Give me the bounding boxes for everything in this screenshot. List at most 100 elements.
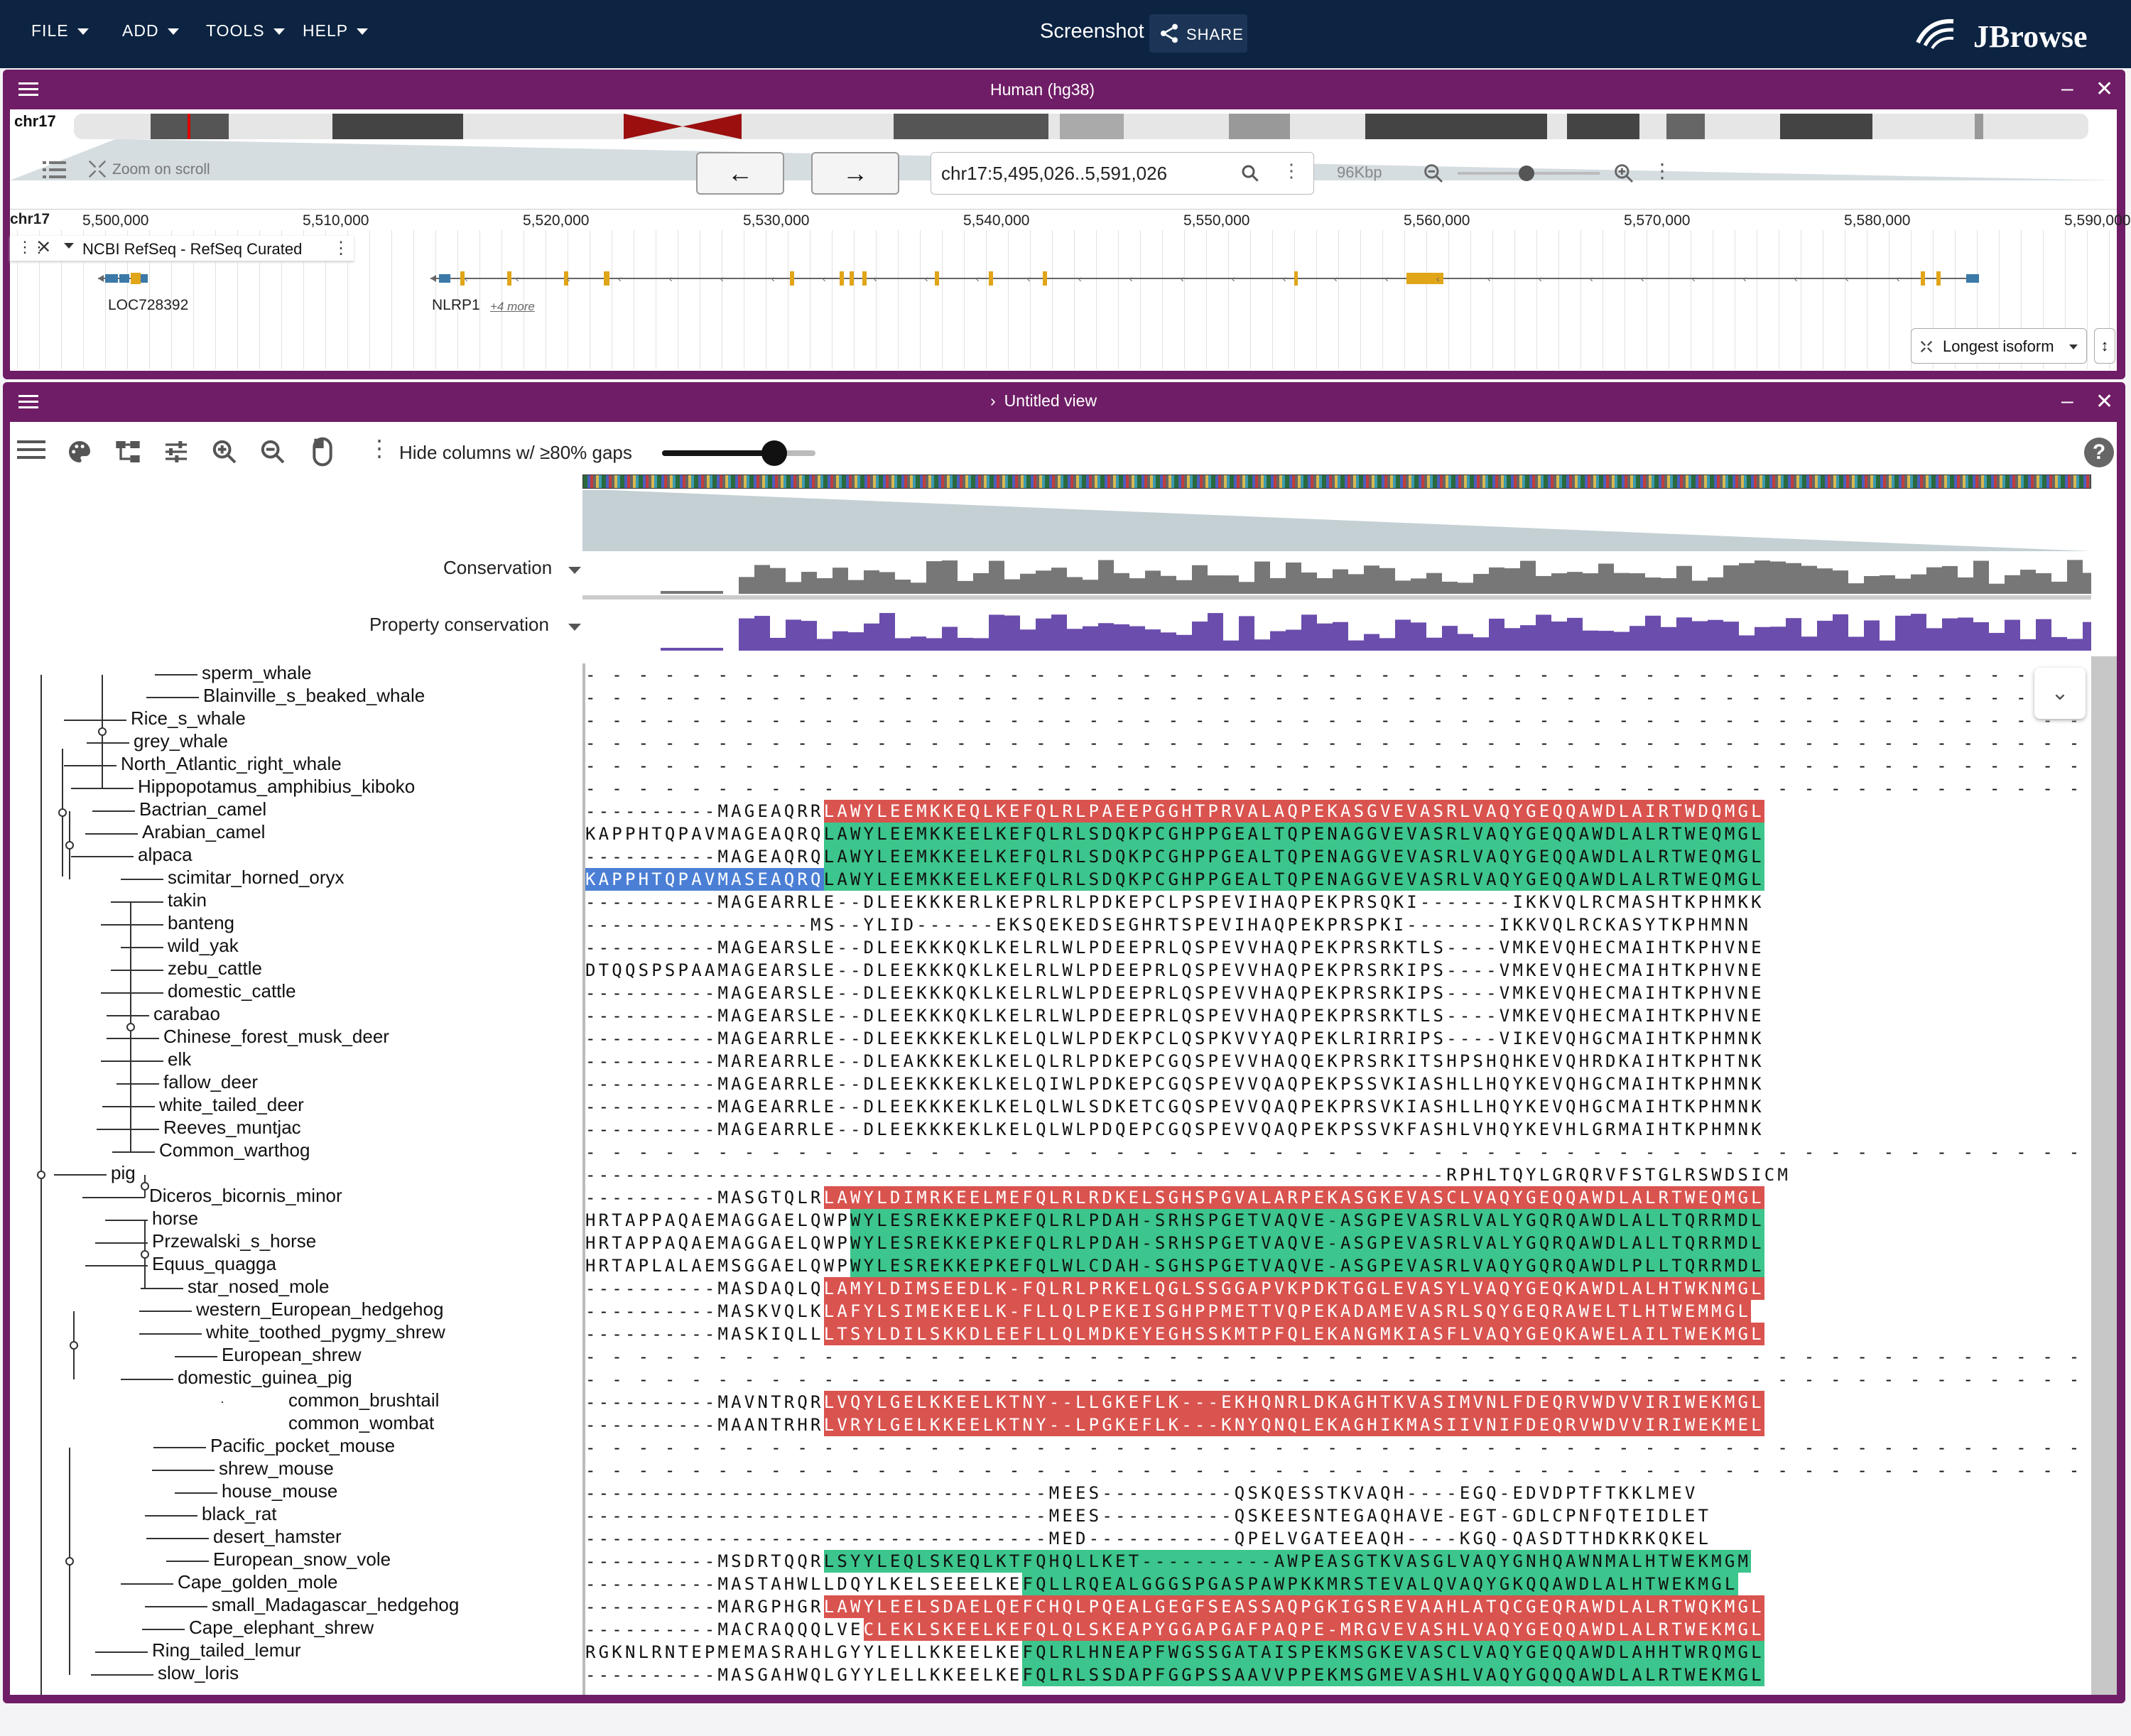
species-label[interactable]: carabao — [153, 1003, 220, 1024]
species-label[interactable]: grey_whale — [134, 730, 228, 752]
gene-track[interactable]: ‹ ‹ ‹ ‹ ‹ ‹ ‹ ‹ ‹ ‹ ‹ ‹ ‹ ‹ ‹ ‹ ‹ ‹ ‹ ‹ ‹ ‹ ‹ ‹ ‹ ‹ ‹ ‹ ‹ — [10, 266, 2117, 294]
vertical-scrollbar[interactable] — [2091, 656, 2117, 1695]
alignment-row[interactable]: ----------MAGEARRLE--DLEEKKKEKLKELQIWLPD… — [585, 1073, 1764, 1095]
alignment-row[interactable]: - - - - - - - - - - - - - - - - - - - - … — [585, 1436, 2091, 1459]
species-label[interactable]: banteng — [168, 912, 234, 933]
scroll-down-button[interactable]: ⌄ — [2034, 668, 2086, 719]
zoom-out-icon[interactable] — [1422, 162, 1445, 185]
close-icon[interactable]: ✕ — [2095, 77, 2114, 101]
tree-node[interactable] — [141, 1182, 149, 1190]
location-search-box[interactable]: chr17:5,495,026..5,591,026 ⋮ — [931, 152, 1314, 195]
alignment-row[interactable]: -----------------------------------MEES-… — [585, 1504, 1711, 1527]
alignment-row[interactable]: ----------MAREARRLE--DLEAKKKEKLKELQLRLPD… — [585, 1050, 1764, 1073]
alignment-row[interactable]: - - - - - - - - - - - - - - - - - - - - … — [585, 663, 2091, 686]
alignment-row[interactable]: -----------------------------------MEES-… — [585, 1482, 1698, 1504]
gap-threshold-slider-thumb[interactable] — [761, 440, 787, 466]
drag-handle-icon[interactable]: ⋮⋮ — [17, 238, 47, 256]
more-vert-icon[interactable]: ⋮ — [368, 435, 391, 461]
tools-menu[interactable]: TOOLS — [206, 21, 285, 40]
tree-node[interactable] — [65, 1557, 74, 1566]
species-label[interactable]: takin — [168, 889, 207, 911]
zoom-slider-thumb[interactable] — [1519, 166, 1534, 181]
gene-NLRP1[interactable]: ‹ ‹ ‹ ‹ ‹ ‹ ‹ ‹ ‹ ‹ ‹ ‹ ‹ ‹ ‹ ‹ ‹ ‹ ‹ ‹ ‹ ‹ ‹ ‹ ‹ ‹ ‹ ‹ ‹ — [430, 271, 1979, 286]
species-label[interactable]: alpaca — [138, 844, 193, 865]
tree-node[interactable] — [126, 1023, 135, 1031]
species-label[interactable]: zebu_cattle — [168, 957, 262, 979]
alignment-row[interactable]: - - - - - - - - - - - - - - - - - - - - … — [585, 1368, 2091, 1391]
tree-node[interactable] — [58, 808, 67, 817]
alignment-row[interactable]: KAPPHTQPAVMAGEAQRQLAWYLEEMKKEELKEFQLRLSD… — [585, 823, 1764, 845]
alignment-row[interactable]: ----------MSDRTQQRLSYYLEQLSKEQLKTFQHQLLK… — [585, 1550, 1752, 1573]
mouse-icon[interactable] — [308, 436, 337, 467]
zoom-out-icon[interactable] — [259, 438, 287, 466]
add-menu[interactable]: ADD — [122, 21, 179, 40]
species-label[interactable]: Przewalski_s_horse — [152, 1230, 317, 1252]
msa-menu-icon[interactable] — [17, 440, 45, 462]
species-label[interactable]: Diceros_bicornis_minor — [149, 1185, 342, 1206]
close-track-icon[interactable]: ✕ — [37, 238, 52, 257]
more-vert-icon[interactable]: ⋮ — [1282, 160, 1301, 181]
alignment-row[interactable]: ----------MAGEAQRQLAWYLEEMKKEELKEFQLRLSD… — [585, 845, 1764, 868]
alignment-row[interactable]: ----------MASTAHWLLDQYLKELSEEELKEFQLLRQE… — [585, 1573, 1738, 1595]
species-label[interactable]: Ring_tailed_lemur — [152, 1639, 301, 1661]
alignment-row[interactable]: KAPPHTQPAVMASEAQRQLAWYLEEMKKEELKEFQLRLSD… — [585, 868, 1764, 891]
tree-structure-icon[interactable] — [114, 438, 142, 466]
isoform-select[interactable]: Longest isoform — [1911, 328, 2087, 364]
session-name[interactable]: Screenshot — [1040, 20, 1144, 43]
track-menu-caret-icon[interactable] — [64, 243, 74, 249]
tree-node[interactable] — [141, 1250, 149, 1259]
alignment-grid[interactable]: - - - - - - - - - - - - - - - - - - - - … — [582, 663, 2091, 1695]
alignment-row[interactable]: HRTAPPAQAEMAGGAELQWPWYLESREKKEPKEFQLRLPD… — [585, 1209, 1764, 1232]
alignment-row[interactable]: -----------------------------------MED--… — [585, 1527, 1711, 1550]
species-label[interactable]: pig — [111, 1162, 136, 1183]
alignment-row[interactable]: ----------MAANTRHRLVRYLGELKKEELKTNY--LPG… — [585, 1414, 1764, 1436]
species-label[interactable]: Rice_s_whale — [131, 707, 246, 729]
species-label[interactable]: small_Madagascar_hedgehog — [212, 1594, 460, 1615]
alignment-row[interactable]: HRTAPLALAEMSGGAELQWPWYLESREKKEPKEFQLWLCD… — [585, 1254, 1764, 1277]
minimize-icon[interactable]: – — [2061, 389, 2073, 413]
species-label[interactable]: Cape_golden_mole — [178, 1571, 338, 1593]
alignment-row[interactable]: ----------MARGPHGRLAWYLEELSDAELQEFCHQLPQ… — [585, 1595, 1764, 1618]
species-label[interactable]: wild_yak — [168, 935, 239, 956]
alignment-row[interactable]: HRTAPPAQAEMAGGAELQWPWYLESREKKEPKEFQLRLPD… — [585, 1232, 1764, 1254]
species-label[interactable]: Equus_quagga — [152, 1253, 276, 1274]
chromosome-ideogram[interactable] — [74, 114, 2088, 139]
alignment-row[interactable]: ----------MAGEARRLE--DLEEKKKEKLKELQLWLPD… — [585, 1027, 1764, 1050]
gene-LOC728392[interactable] — [98, 273, 148, 284]
gap-threshold-slider[interactable] — [662, 450, 815, 456]
alignment-row[interactable]: ----------MAGEARRLE--DLEEKKKERLKEPRLRLPD… — [585, 891, 1764, 913]
more-isoforms-link[interactable]: +4 more — [490, 300, 535, 313]
alignment-row[interactable]: ----------MASKIQLLLTSYLDILSKKDLEEFLLQLMD… — [585, 1323, 1764, 1345]
species-label[interactable]: domestic_cattle — [168, 980, 296, 1002]
alignment-row[interactable]: - - - - - - - - - - - - - - - - - - - - … — [585, 709, 2091, 732]
species-label[interactable]: horse — [152, 1208, 199, 1229]
location-input[interactable]: chr17:5,495,026..5,591,026 — [941, 163, 1168, 184]
gene-label[interactable]: LOC728392 — [108, 297, 189, 313]
settings-sliders-icon[interactable] — [162, 438, 190, 466]
species-label[interactable]: western_European_hedgehog — [196, 1298, 444, 1320]
tree-node[interactable] — [70, 1341, 78, 1350]
gene-label[interactable]: NLRP1 — [432, 297, 480, 313]
alignment-row[interactable]: - - - - - - - - - - - - - - - - - - - - … — [585, 777, 2091, 800]
alignment-row[interactable]: ----------MAGEAQRRLAWYLEEMKKEQLKEFQLRLPA… — [585, 800, 1764, 823]
species-label[interactable]: common_wombat — [288, 1412, 435, 1433]
species-label[interactable]: European_snow_vole — [213, 1548, 391, 1570]
species-label[interactable]: star_nosed_mole — [188, 1276, 330, 1297]
alignment-row[interactable]: ----------MAGEARSLE--DLEEKKKQKLKELRLWLPD… — [585, 1004, 1764, 1027]
view-options-more-icon[interactable]: ⋮ — [1652, 160, 1672, 182]
msa-minimap[interactable] — [582, 474, 2091, 489]
species-label[interactable]: slow_loris — [158, 1662, 239, 1683]
alignment-row[interactable]: ----------MASGTQLRLAWYLDIMRKEELMEFQLRLRD… — [585, 1186, 1764, 1209]
view-title-row[interactable]: › Untitled view — [990, 391, 1097, 411]
alignment-row[interactable]: - - - - - - - - - - - - - - - - - - - - … — [585, 1345, 2091, 1368]
tree-node[interactable] — [98, 727, 107, 736]
help-icon[interactable]: ? — [2084, 438, 2114, 467]
palette-icon[interactable] — [65, 438, 94, 466]
alignment-row[interactable]: -----------------MS--YLID------EKSQEKEDS… — [585, 913, 1751, 936]
alignment-row[interactable]: ----------MAGEARRLE--DLEEKKKEKLKELQLWLSD… — [585, 1095, 1764, 1118]
view-menu-icon[interactable] — [18, 395, 38, 409]
species-label[interactable]: Pacific_pocket_mouse — [210, 1435, 396, 1456]
property-conservation-label[interactable]: Property conservation — [369, 614, 549, 635]
alignment-row[interactable]: ----------MAGEARRLE--DLEEKKKEKLKELQLWLPD… — [585, 1118, 1764, 1141]
species-label[interactable]: fallow_deer — [163, 1071, 258, 1092]
